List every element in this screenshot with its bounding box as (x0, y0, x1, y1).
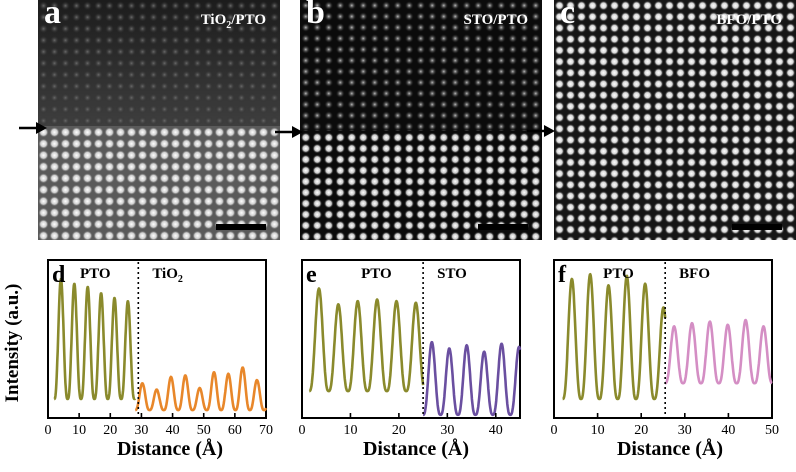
panel-title-c: BFO/PTO (716, 12, 782, 28)
series-line-pto (308, 287, 425, 393)
panel-title-a-main: TiO (200, 12, 227, 28)
region-label-right-main: TiO (152, 266, 178, 282)
x-axis-label-f: Distance (Å) (616, 438, 724, 460)
x-tick-label: 40 (166, 423, 180, 438)
x-axis-label-d: Distance (Å) (116, 438, 224, 460)
series-line-pto (53, 277, 137, 401)
haadf-lattice-c (554, 0, 796, 240)
x-tick-label: 10 (591, 423, 605, 438)
x-tick-label: 0 (299, 423, 306, 438)
intensity-profile-e: e PTO STO 0 10 20 30 40 (299, 259, 522, 438)
series-line-tio2 (134, 366, 268, 412)
x-tick-label: 10 (72, 423, 86, 438)
region-label-right: STO (437, 266, 467, 282)
haadf-image-bfo-pto: c BFO/PTO (554, 0, 796, 240)
x-tick-label: 40 (489, 423, 503, 438)
x-tick-label: 10 (343, 423, 357, 438)
x-tick-label: 0 (551, 423, 558, 438)
x-tick-label: 30 (678, 423, 692, 438)
interface-arrow-b (275, 126, 303, 138)
panel-title-a-rest: /PTO (231, 12, 266, 28)
panel-title-b: STO/PTO (463, 12, 528, 28)
panel-letter-d: d (52, 262, 66, 288)
x-tick-label: 70 (259, 423, 273, 438)
x-tick-label: 20 (103, 423, 117, 438)
series-line-bfo (664, 318, 773, 385)
haadf-lattice-a (38, 0, 280, 240)
panel-letter-b: b (306, 0, 325, 31)
panel-letter-e: e (306, 262, 317, 288)
region-label-right-sub: 2 (178, 274, 183, 285)
interface-arrow-a (19, 122, 47, 134)
region-label-left: PTO (80, 266, 111, 282)
plot-frame (47, 259, 267, 419)
interface-arrow-c (527, 125, 555, 137)
plot-frame (301, 259, 521, 419)
y-axis-label-text: Intensity (a.u.) (2, 283, 23, 403)
haadf-lattice-b (300, 0, 542, 240)
panel-title-a-sub: 2 (226, 20, 232, 31)
x-tick-label: 30 (440, 423, 454, 438)
x-tick-label: 0 (45, 423, 52, 438)
intensity-profile-f: f PTO BFO 0 10 20 30 40 50 (551, 259, 779, 438)
x-tick-label: 20 (634, 423, 648, 438)
scale-bar-b (478, 224, 528, 230)
panel-letter-c: c (560, 0, 576, 31)
x-tick-label: 50 (765, 423, 779, 438)
region-label-left: PTO (361, 266, 392, 282)
x-axis-label-e: Distance (Å) (362, 438, 470, 460)
x-tick-label: 40 (721, 423, 735, 438)
x-tick-label: 60 (228, 423, 242, 438)
y-axis-label: Intensity (a.u.) (0, 258, 30, 428)
scale-bar-c (732, 224, 782, 230)
scale-bar-a (216, 224, 266, 230)
panel-letter-a: a (44, 0, 61, 31)
region-label-left: PTO (603, 266, 634, 282)
panel-letter-f: f (558, 262, 567, 288)
region-label-right: BFO (679, 266, 710, 282)
series-line-pto (561, 272, 667, 401)
panel-title-a: TiO2/PTO (201, 12, 266, 31)
series-line-sto (422, 340, 522, 417)
x-tick-label: 30 (134, 423, 148, 438)
haadf-image-tio2-pto: a TiO2/PTO (38, 0, 280, 240)
x-tick-label: 50 (197, 423, 211, 438)
x-tick-label: 20 (392, 423, 406, 438)
haadf-image-sto-pto: b STO/PTO (300, 0, 542, 240)
plot-frame (553, 259, 773, 419)
region-label-right: TiO2 (152, 266, 183, 285)
